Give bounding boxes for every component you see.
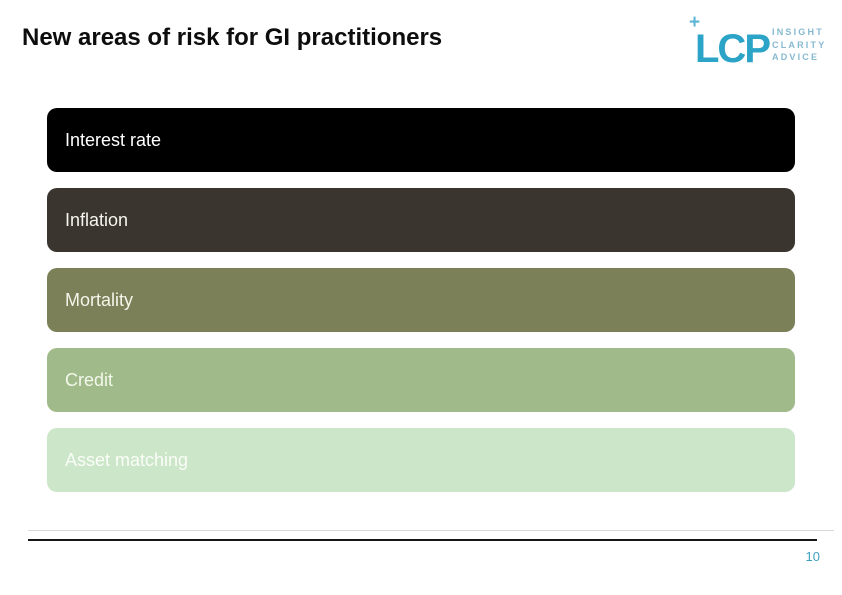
page-number: 10 — [805, 549, 820, 564]
logo-tagline-line: CLARITY — [772, 39, 827, 50]
risk-bar-list: Interest rate Inflation Mortality Credit… — [47, 108, 795, 508]
footer-rule-light — [28, 530, 834, 531]
risk-bar-label: Asset matching — [65, 450, 189, 470]
risk-bar-inflation: Inflation — [47, 188, 795, 252]
risk-bar-label: Interest rate — [65, 130, 162, 150]
footer-rule-dark — [28, 539, 817, 541]
plus-icon: + — [689, 12, 701, 33]
risk-bar-label: Mortality — [65, 290, 134, 310]
logo-tagline: INSIGHT CLARITY ADVICE — [772, 26, 826, 64]
logo-tagline-line: ADVICE — [772, 52, 820, 62]
logo-wordmark: LCP — [695, 27, 771, 71]
risk-bar-label: Credit — [65, 370, 114, 390]
lcp-logo: + LCP INSIGHT CLARITY ADVICE — [686, 10, 826, 71]
risk-bar-asset-matching: Asset matching — [47, 428, 795, 492]
slide-title: New areas of risk for GI practitioners — [22, 24, 443, 51]
risk-bar-credit: Credit — [47, 348, 795, 412]
risk-bar-interest-rate: Interest rate — [47, 108, 795, 172]
risk-bar-mortality: Mortality — [47, 268, 795, 332]
risk-bar-label: Inflation — [65, 210, 129, 230]
logo-tagline-line: INSIGHT — [772, 27, 824, 37]
